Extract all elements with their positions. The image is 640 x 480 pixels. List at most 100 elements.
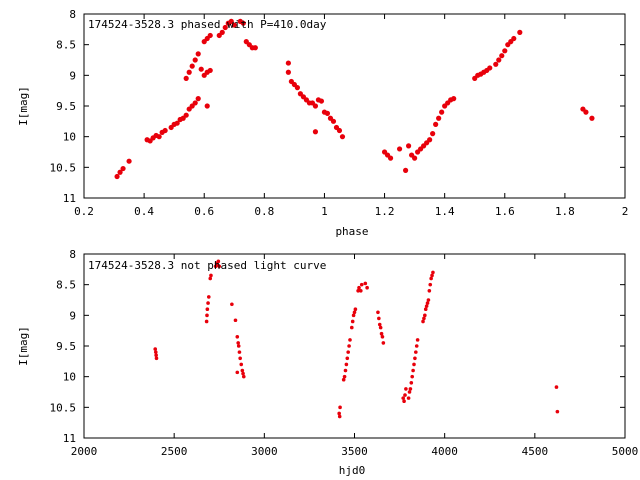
x-tick-label: 4000 — [431, 445, 458, 458]
data-point — [217, 264, 222, 269]
y-tick-label: 10 — [63, 131, 76, 144]
data-point — [235, 370, 240, 375]
data-point — [377, 322, 382, 327]
data-point — [353, 307, 358, 312]
data-point — [174, 120, 180, 126]
data-point — [126, 158, 132, 164]
data-point — [230, 302, 234, 307]
data-point — [351, 313, 356, 318]
phased-plot-frame — [83, 13, 626, 199]
x-tick-label: 2500 — [161, 445, 188, 458]
phased-data-points — [114, 18, 595, 180]
data-point — [430, 273, 434, 278]
data-point — [192, 100, 198, 106]
data-point — [487, 65, 493, 71]
data-point — [336, 127, 343, 134]
data-point — [241, 374, 246, 379]
y-tick-label: 8.5 — [56, 39, 76, 52]
unphased-plot-frame — [83, 253, 626, 439]
y-tick-label: 10.5 — [50, 401, 77, 414]
data-point — [555, 409, 560, 414]
data-point — [216, 259, 221, 264]
data-point — [192, 57, 198, 63]
data-point — [414, 344, 419, 348]
data-point — [414, 350, 418, 354]
data-point — [431, 270, 435, 275]
data-point — [403, 393, 407, 397]
data-point — [409, 381, 414, 385]
data-point — [415, 338, 420, 342]
data-point — [206, 301, 210, 305]
phased-panel: 0.2 0.4 0.6 0.8 1 1.2 1.4 1.6 1.8 2 8 8.5 9 9.5 10 10.5… — [17, 8, 628, 238]
data-point — [421, 319, 425, 324]
data-point — [413, 356, 417, 361]
phased-x-axis-label: phase — [335, 225, 368, 238]
data-point — [379, 331, 384, 336]
data-point — [195, 96, 201, 102]
data-point — [345, 356, 350, 361]
data-point — [436, 115, 442, 121]
data-point — [208, 276, 213, 281]
data-point — [195, 51, 201, 57]
unphased-y-axis-label: I[mag] — [17, 326, 30, 366]
data-point — [511, 35, 517, 42]
data-point — [233, 318, 238, 323]
data-point — [209, 273, 213, 278]
phased-y-axis-label: I[mag] — [17, 86, 30, 126]
data-point — [499, 53, 505, 59]
data-point — [238, 356, 242, 361]
x-tick-label: 5000 — [612, 445, 639, 458]
data-point — [114, 173, 120, 180]
data-point — [207, 32, 213, 39]
data-point — [407, 390, 412, 394]
data-point — [359, 282, 364, 287]
phased-axis-ticks: 0.2 0.4 0.6 0.8 1 1.2 1.4 1.6 1.8 2 8 8.5 9 9.5 10 10.5… — [50, 8, 629, 218]
data-point — [342, 374, 347, 379]
x-tick-label: 1.6 — [495, 205, 515, 218]
data-point — [312, 129, 319, 135]
x-tick-label: 0.2 — [74, 205, 94, 218]
data-point — [241, 371, 245, 376]
y-tick-label: 8 — [69, 248, 76, 261]
data-point — [412, 362, 416, 367]
data-point — [427, 289, 432, 293]
data-point — [387, 155, 394, 161]
data-point — [154, 353, 158, 358]
data-point — [359, 289, 363, 293]
data-point — [294, 85, 300, 91]
data-point — [154, 356, 159, 361]
data-point — [285, 69, 291, 75]
y-tick-label: 10 — [63, 371, 76, 384]
unphased-data-points — [153, 259, 560, 419]
data-point — [239, 362, 244, 367]
data-point — [423, 307, 428, 312]
data-point — [402, 399, 406, 404]
data-point — [198, 66, 204, 72]
data-point — [422, 316, 426, 321]
data-point — [341, 377, 346, 382]
data-point — [404, 387, 408, 391]
data-point — [186, 69, 192, 75]
data-point — [162, 127, 168, 134]
data-point — [381, 341, 386, 345]
y-tick-label: 9.5 — [56, 100, 76, 113]
unphased-axis-ticks: 2000 2500 3000 3500 4000 4500 5000 8 8.5 9 9.5 10 10… — [50, 248, 639, 458]
data-point — [235, 335, 240, 339]
data-point — [589, 115, 595, 121]
y-tick-label: 9 — [69, 309, 76, 322]
data-point — [252, 45, 258, 51]
data-point — [402, 167, 409, 173]
data-point — [346, 350, 350, 354]
x-tick-label: 0.6 — [194, 205, 214, 218]
data-point — [324, 110, 331, 116]
unphased-x-axis-label: hjd0 — [339, 464, 366, 477]
data-point — [410, 374, 415, 379]
unphased-chart-title: 174524-3528.3 not phased light curve — [88, 259, 326, 272]
data-point — [206, 295, 211, 299]
data-point — [583, 109, 589, 115]
data-point — [236, 341, 240, 345]
data-point — [240, 20, 246, 26]
data-point — [425, 301, 430, 305]
data-point — [207, 67, 213, 74]
